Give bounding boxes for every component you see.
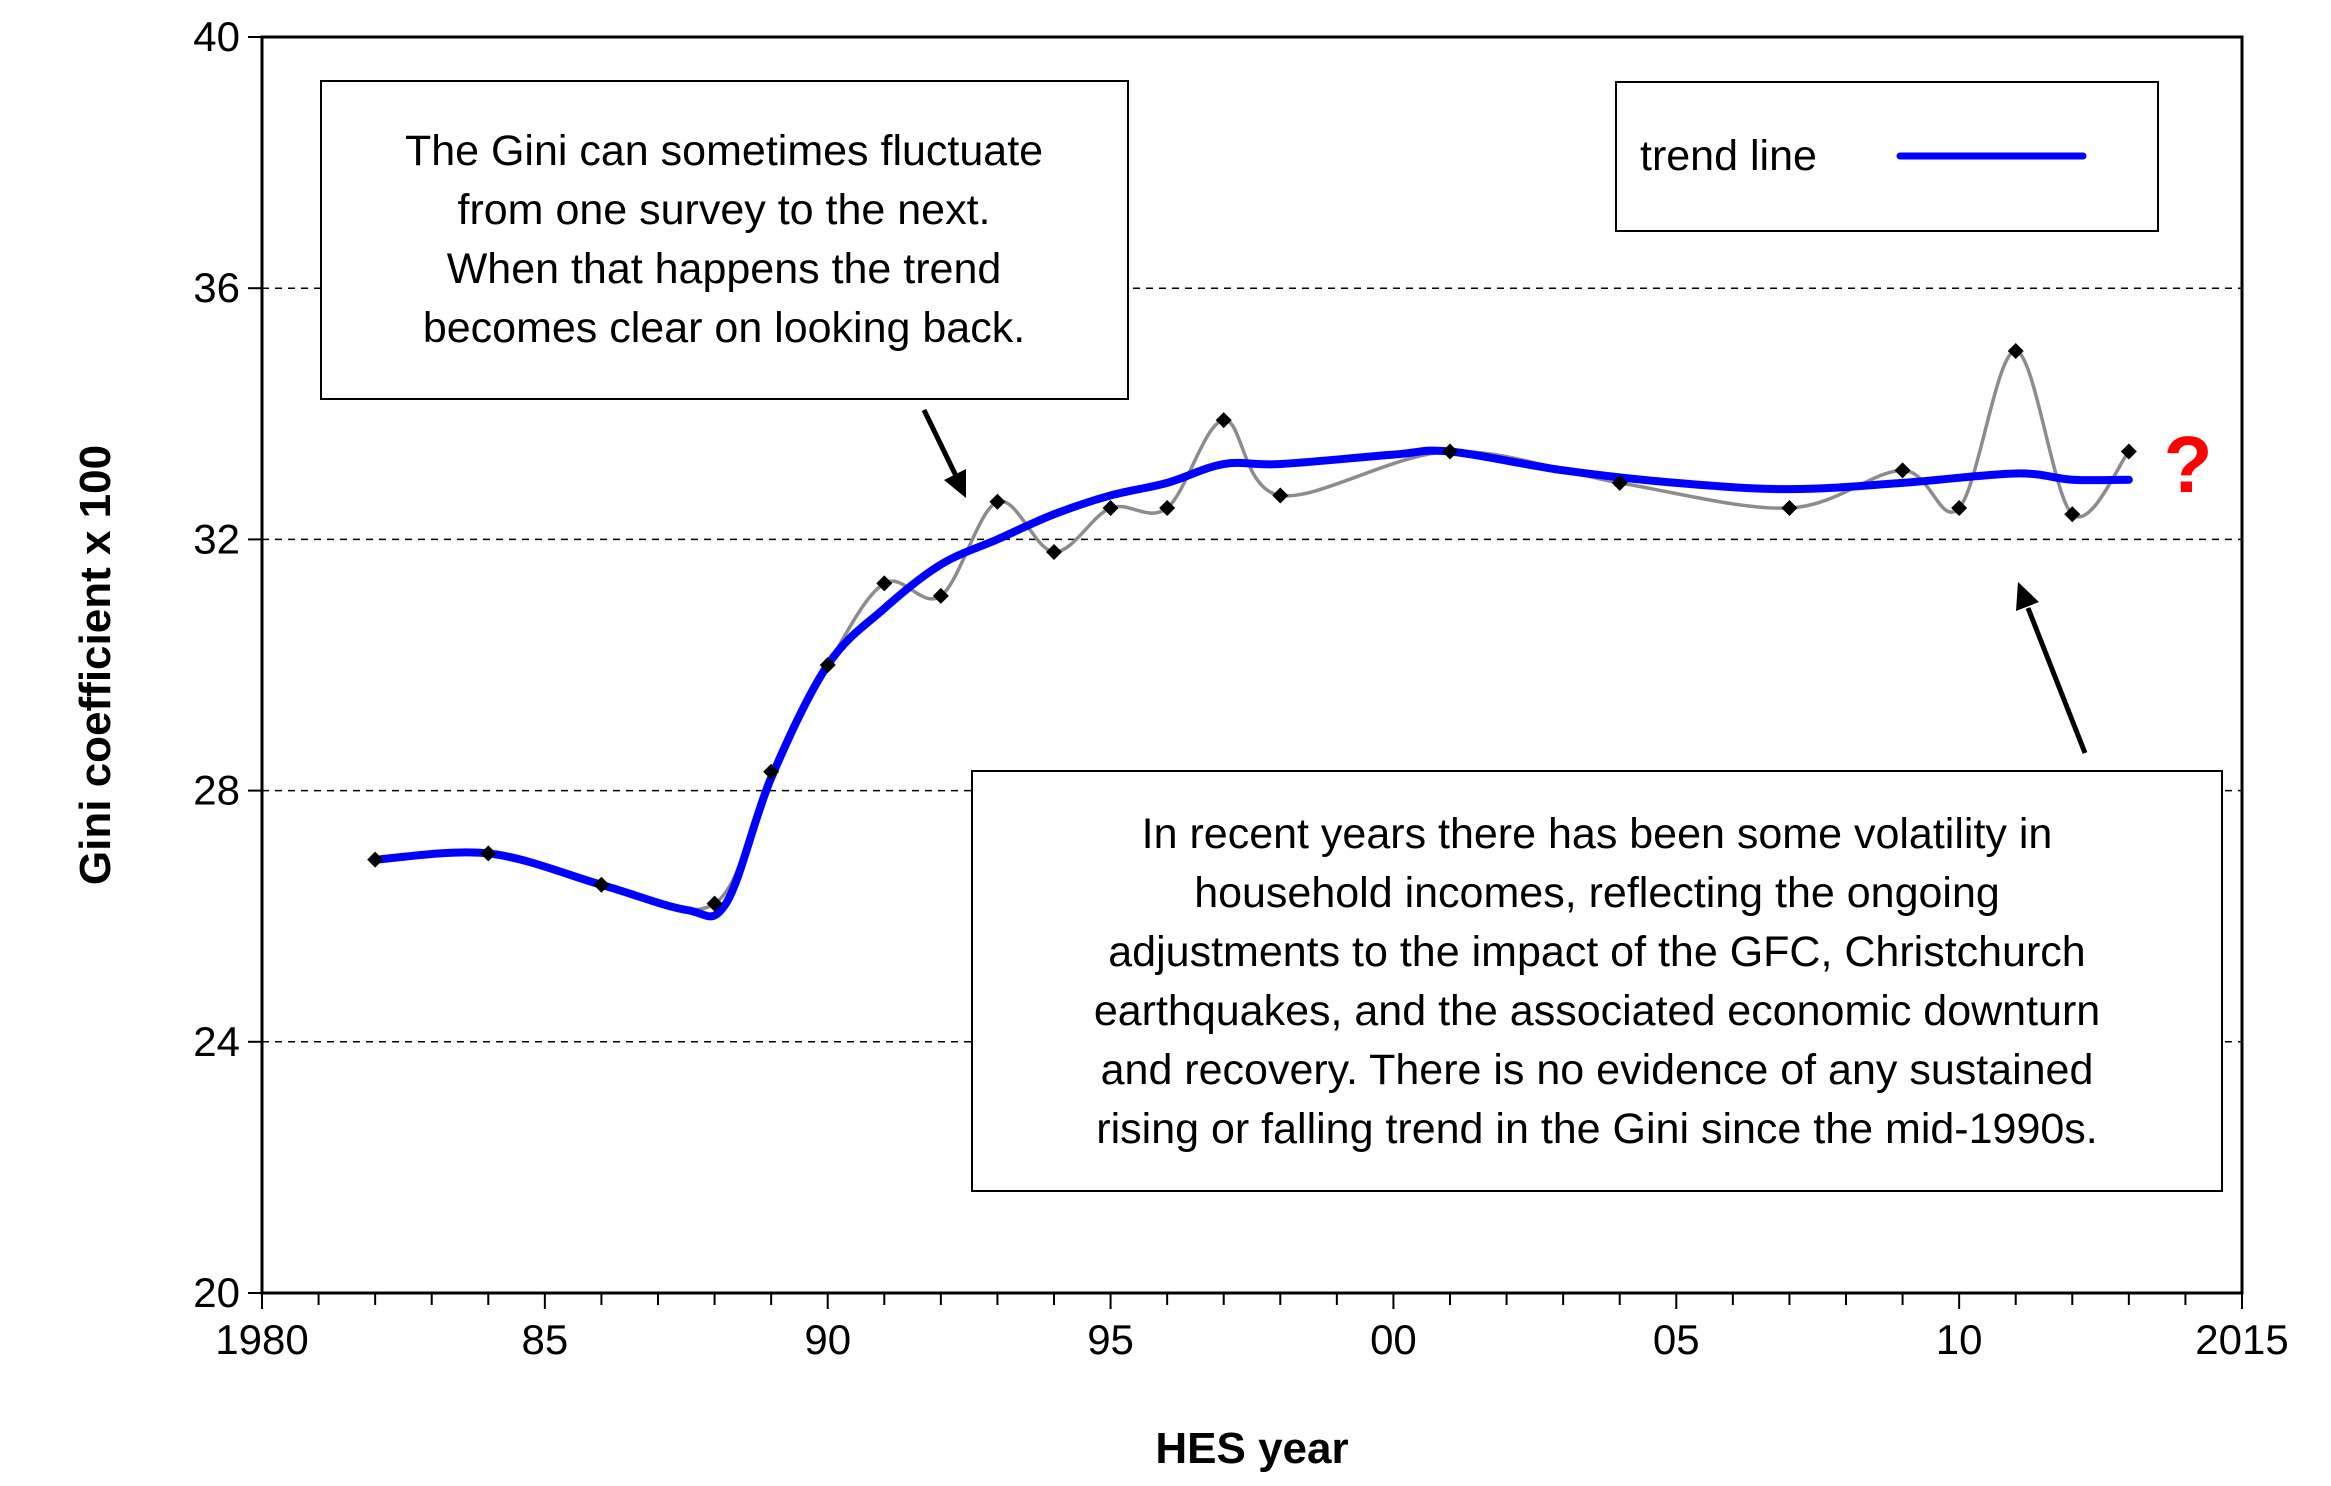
note-top-line-4: becomes clear on looking back. — [423, 304, 1025, 352]
annotation-box-bottom — [971, 770, 2223, 1192]
legend-label: trend line — [1640, 132, 1817, 180]
x-tick-label-2010: 10 — [1936, 1316, 1983, 1363]
x-tick-label-1990: 90 — [804, 1316, 851, 1363]
x-tick-label-1980: 1980 — [215, 1316, 308, 1363]
question-mark: ? — [2164, 420, 2213, 509]
note-bottom-line-3: adjustments to the impact of the GFC, Ch… — [1108, 928, 2085, 976]
note-top-line-2: from one survey to the next. — [458, 186, 991, 234]
annotation-top-text: The Gini can sometimes fluctuate from one… — [405, 127, 1043, 352]
data-point-1982 — [367, 851, 384, 868]
data-point-2004 — [1611, 474, 1628, 491]
series-line-trend — [371, 446, 2133, 921]
data-point-2011 — [2007, 343, 2024, 359]
data-point-1996 — [1159, 500, 1176, 516]
data-point-1993 — [989, 493, 1006, 510]
y-axis-ticks: 20 24 28 32 36 40 — [193, 13, 262, 1316]
y-tick-label-24: 24 — [193, 1018, 240, 1065]
data-point-2010 — [1951, 500, 1968, 516]
y-tick-label-32: 32 — [193, 515, 240, 562]
data-point-2007 — [1781, 500, 1798, 516]
data-point-1989 — [763, 763, 780, 780]
data-point-1994 — [1046, 543, 1062, 560]
data-point-1997 — [1215, 412, 1232, 429]
data-point-1984 — [480, 845, 497, 862]
x-tick-label-2015: 2015 — [2195, 1316, 2288, 1363]
x-tick-label-2000: 00 — [1370, 1316, 1417, 1363]
y-tick-label-40: 40 — [193, 13, 240, 60]
y-axis-title: Gini coefficient x 100 — [71, 445, 120, 885]
note-bottom-line-5: and recovery. There is no evidence of an… — [1101, 1046, 2094, 1094]
x-axis-ticks: 1980 85 90 95 00 05 10 2015 — [215, 1293, 2289, 1363]
data-point-1988 — [706, 895, 723, 912]
data-point-2012 — [2064, 506, 2081, 523]
note-top-line-3: When that happens the trend — [447, 245, 1002, 293]
note-bottom-line-1: In recent years there has been some vola… — [1142, 810, 2053, 858]
annotation-bottom-text: In recent years there has been some vola… — [1094, 810, 2100, 1153]
data-point-1998 — [1272, 487, 1289, 504]
note-bottom-line-4: earthquakes, and the associated economic… — [1094, 987, 2100, 1035]
data-point-1992 — [932, 587, 949, 604]
note-top-line-1: The Gini can sometimes fluctuate — [405, 127, 1043, 175]
y-tick-label-36: 36 — [193, 264, 240, 311]
x-tick-label-1995: 95 — [1087, 1316, 1134, 1363]
data-point-1991 — [876, 575, 893, 592]
data-point-1990 — [819, 657, 836, 673]
y-tick-label-28: 28 — [193, 767, 240, 814]
arrow-top — [921, 408, 966, 498]
arrow-bottom — [2016, 582, 2088, 754]
y-tick-label-20: 20 — [193, 1269, 240, 1316]
annotation-box-top — [320, 80, 1129, 400]
data-point-2001 — [1442, 443, 1458, 460]
x-axis-title: HES year — [1155, 1424, 1348, 1473]
x-tick-label-1985: 85 — [521, 1316, 568, 1363]
x-tick-label-2005: 05 — [1653, 1316, 1700, 1363]
data-point-1995 — [1102, 500, 1119, 516]
note-bottom-line-6: rising or falling trend in the Gini sinc… — [1096, 1105, 2097, 1153]
data-point-2013 — [2120, 443, 2137, 460]
note-bottom-line-2: household incomes, reflecting the ongoin… — [1194, 869, 2000, 917]
data-point-1986 — [593, 876, 610, 893]
series-layer — [367, 343, 2137, 921]
data-point-2009 — [1894, 462, 1911, 479]
